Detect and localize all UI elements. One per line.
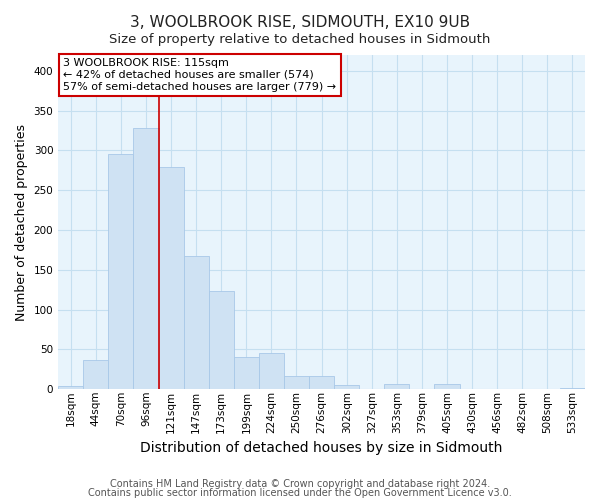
Text: Size of property relative to detached houses in Sidmouth: Size of property relative to detached ho… (109, 32, 491, 46)
Bar (58, 386, 83, 389)
Bar (385, 384, 409, 389)
Bar (560, 388, 585, 389)
X-axis label: Distribution of detached houses by size in Sidmouth: Distribution of detached houses by size … (140, 441, 503, 455)
Bar (259, 354, 284, 389)
Bar (234, 358, 259, 389)
Bar (83, 360, 109, 389)
Y-axis label: Number of detached properties: Number of detached properties (15, 124, 28, 320)
Bar (309, 376, 334, 389)
Text: 3, WOOLBROOK RISE, SIDMOUTH, EX10 9UB: 3, WOOLBROOK RISE, SIDMOUTH, EX10 9UB (130, 15, 470, 30)
Bar (109, 154, 133, 389)
Bar (133, 128, 158, 389)
Bar (334, 385, 359, 389)
Bar (184, 256, 209, 389)
Bar (284, 376, 309, 389)
Text: Contains HM Land Registry data © Crown copyright and database right 2024.: Contains HM Land Registry data © Crown c… (110, 479, 490, 489)
Text: Contains public sector information licensed under the Open Government Licence v3: Contains public sector information licen… (88, 488, 512, 498)
Bar (434, 384, 460, 389)
Text: 3 WOOLBROOK RISE: 115sqm
← 42% of detached houses are smaller (574)
57% of semi-: 3 WOOLBROOK RISE: 115sqm ← 42% of detach… (64, 58, 337, 92)
Bar (158, 167, 184, 389)
Bar (209, 292, 234, 389)
